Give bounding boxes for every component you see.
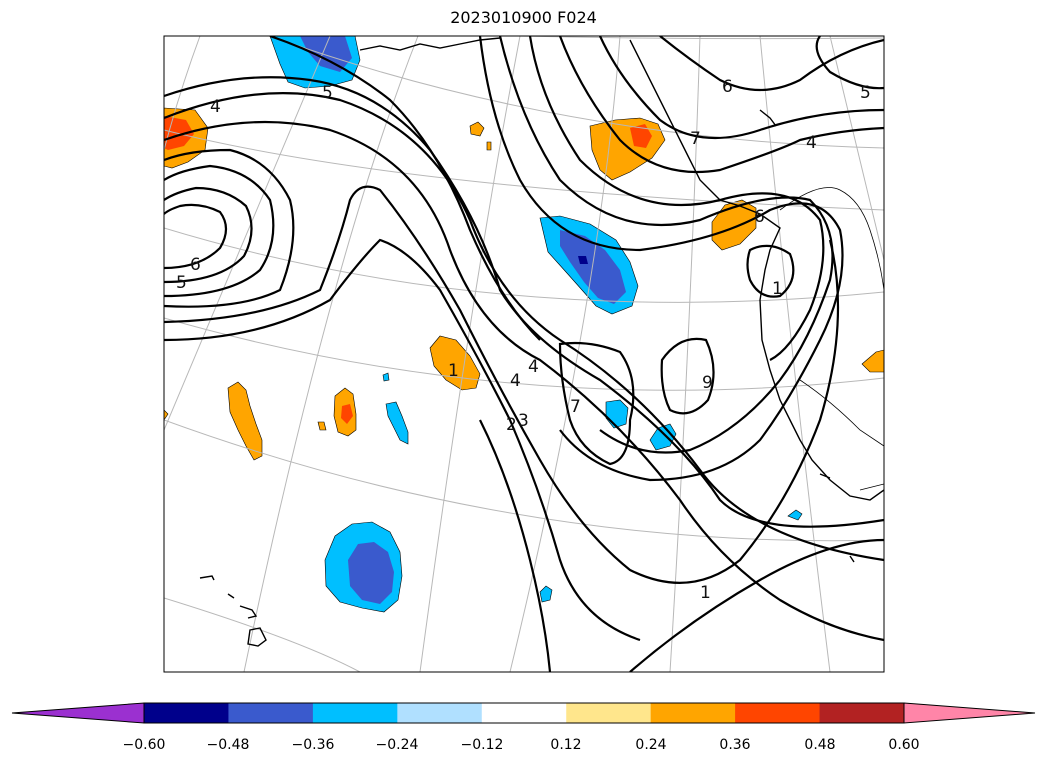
contour-line — [164, 185, 840, 584]
contour-label-group: 4 5 6 5 4 5 6 4 7 1 4 2 3 9 7 6 1 1 — [176, 77, 871, 603]
colorbar-tick: −0.36 — [292, 737, 335, 753]
contour-line — [164, 120, 884, 642]
contour-label: 4 — [210, 97, 221, 117]
contour-label: 9 — [702, 373, 713, 393]
contour-line — [478, 36, 844, 482]
colorbar-segment — [481, 703, 567, 723]
colorbar-segment — [650, 703, 736, 723]
colorbar-segment — [228, 703, 314, 723]
positive-anomaly-area — [317, 421, 327, 431]
contour-label: 6 — [754, 207, 765, 227]
colorbar-outline — [143, 702, 905, 724]
colorbar-segments — [144, 703, 905, 723]
negative-anomaly-area — [539, 585, 553, 603]
positive-anomaly-area — [469, 121, 485, 137]
contour-label: 4 — [510, 371, 521, 391]
colorbar-segment — [819, 703, 905, 723]
contour-line — [498, 36, 834, 454]
positive-anomaly-area — [341, 404, 353, 424]
colorbar-tick: 0.24 — [635, 737, 666, 753]
colorbar-tick: 0.48 — [804, 737, 835, 753]
contour-line — [528, 36, 825, 361]
contour-line — [164, 148, 295, 308]
colorbar-tick: −0.60 — [123, 737, 166, 753]
contour-line — [164, 186, 253, 284]
contour-line — [164, 238, 641, 642]
colorbar-tick: −0.48 — [207, 737, 250, 753]
contour-label: 1 — [448, 361, 459, 381]
contour-line — [479, 419, 552, 672]
contour-line — [598, 36, 884, 140]
contour-line — [164, 203, 228, 270]
positive-anomaly-area — [227, 381, 263, 461]
colorbar-under-triangle — [11, 702, 145, 724]
negative-anomaly-area — [348, 542, 394, 604]
contour-line — [269, 36, 541, 341]
colorbar-tick: −0.24 — [376, 737, 419, 753]
contour-label: 3 — [518, 411, 529, 431]
contours — [164, 36, 884, 672]
map-title: 2023010900 F024 — [450, 8, 597, 27]
negative-anomaly-area — [300, 36, 352, 72]
colorbar-segment — [144, 703, 229, 723]
contour-line — [659, 36, 884, 92]
negative-anomaly-area — [385, 401, 409, 445]
positive-anomaly-area — [861, 349, 884, 373]
positive-anomaly-area — [429, 335, 481, 391]
contour-label: 6 — [722, 77, 733, 97]
contour-line — [558, 341, 635, 466]
colorbar-tick: 0.12 — [550, 737, 581, 753]
coastlines — [199, 37, 884, 647]
contour-label: 7 — [690, 129, 701, 149]
contour-label: 2 — [506, 415, 517, 435]
contour-label: 4 — [528, 357, 539, 377]
positive-anomaly-area — [486, 141, 492, 151]
colorbar-segment — [397, 703, 483, 723]
contour-line — [629, 538, 884, 672]
colorbar-tick: −0.12 — [461, 737, 504, 753]
contour-label: 4 — [806, 133, 817, 153]
contour-label: 1 — [700, 583, 711, 603]
negative-anomaly-area — [382, 372, 390, 382]
borders — [779, 187, 884, 491]
contour-line — [660, 337, 715, 415]
colorbar-segment — [566, 703, 652, 723]
contour-label: 1 — [772, 279, 783, 299]
colorbar-over-triangle — [903, 702, 1036, 724]
colorbar-tick: 0.60 — [888, 737, 919, 753]
contour-label: 5 — [322, 83, 333, 103]
contour-label: 6 — [190, 255, 201, 275]
contour-line — [815, 36, 884, 90]
positive-anomaly-area — [164, 409, 169, 421]
positive-anomaly-area — [630, 124, 652, 148]
contour-line — [558, 36, 884, 174]
colorbar-segment — [312, 703, 398, 723]
negative-anomaly-area — [787, 509, 803, 521]
colorbar-segment — [735, 703, 821, 723]
contour-label: 5 — [176, 273, 187, 293]
map-frame — [163, 35, 885, 673]
contour-line — [746, 244, 795, 298]
negative-anomaly-area — [578, 256, 588, 264]
contour-label: 7 — [570, 397, 581, 417]
contour-label: 5 — [860, 83, 871, 103]
contour-line — [164, 92, 884, 562]
colorbar-tick: 0.36 — [719, 737, 750, 753]
contour-line — [164, 164, 275, 298]
negative-anomaly-area — [560, 230, 626, 304]
colorbar-tick-group: −0.60 −0.48 −0.36 −0.24 −0.12 0.12 0.24 … — [123, 737, 920, 753]
